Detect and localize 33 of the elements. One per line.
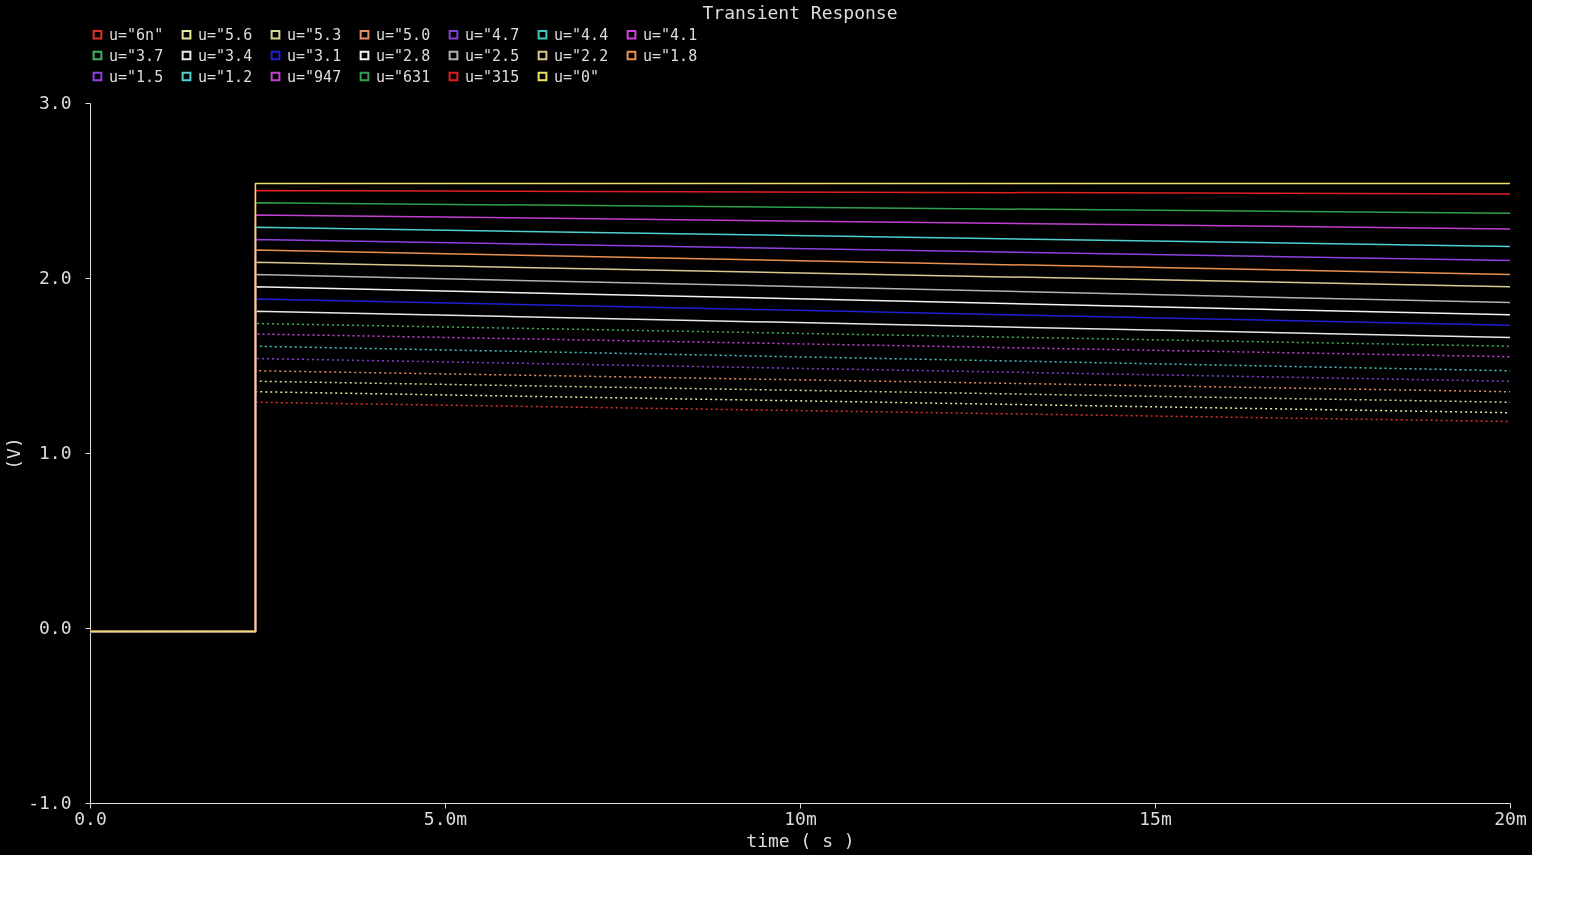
legend-label: u="947 <box>287 67 342 86</box>
y-tick-label: 0.0 <box>38 616 72 638</box>
y-tick-label: 2.0 <box>38 266 72 288</box>
legend-label: u="631 <box>376 67 431 86</box>
x-tick-label: 5.0m <box>423 807 468 829</box>
x-tick-label: 15m <box>1139 807 1172 829</box>
legend-label: u="5.3 <box>287 25 342 44</box>
legend-label: u="1.2 <box>198 67 253 86</box>
legend-label: u="315 <box>465 67 520 86</box>
legend-label: u="1.5 <box>109 67 164 86</box>
legend-label: u="4.4 <box>554 25 609 44</box>
legend-label: u="4.7 <box>465 25 520 44</box>
y-axis-title: (V) <box>3 437 25 470</box>
legend-label: u="3.4 <box>198 46 253 65</box>
y-tick-label: 1.0 <box>38 441 72 463</box>
x-axis-title: time ( s ) <box>746 829 855 851</box>
legend-label: u="1.8 <box>643 46 698 65</box>
x-tick-label: 0.0 <box>74 807 107 829</box>
legend-label: u="3.1 <box>287 46 342 65</box>
legend-label: u="5.0 <box>376 25 431 44</box>
y-tick-label: -1.0 <box>28 791 72 813</box>
legend-label: u="2.5 <box>465 46 520 65</box>
y-tick-label: 3.0 <box>38 91 72 113</box>
x-tick-label: 10m <box>784 807 817 829</box>
legend-label: u="6n" <box>109 25 164 44</box>
legend-label: u="0" <box>554 67 600 86</box>
legend-label: u="3.7 <box>109 46 164 65</box>
chart-title: Transient Response <box>702 2 898 23</box>
legend-label: u="2.2 <box>554 46 609 65</box>
legend-label: u="5.6 <box>198 25 253 44</box>
legend-label: u="4.1 <box>643 25 698 44</box>
legend-label: u="2.8 <box>376 46 431 65</box>
x-tick-label: 20m <box>1494 807 1527 829</box>
